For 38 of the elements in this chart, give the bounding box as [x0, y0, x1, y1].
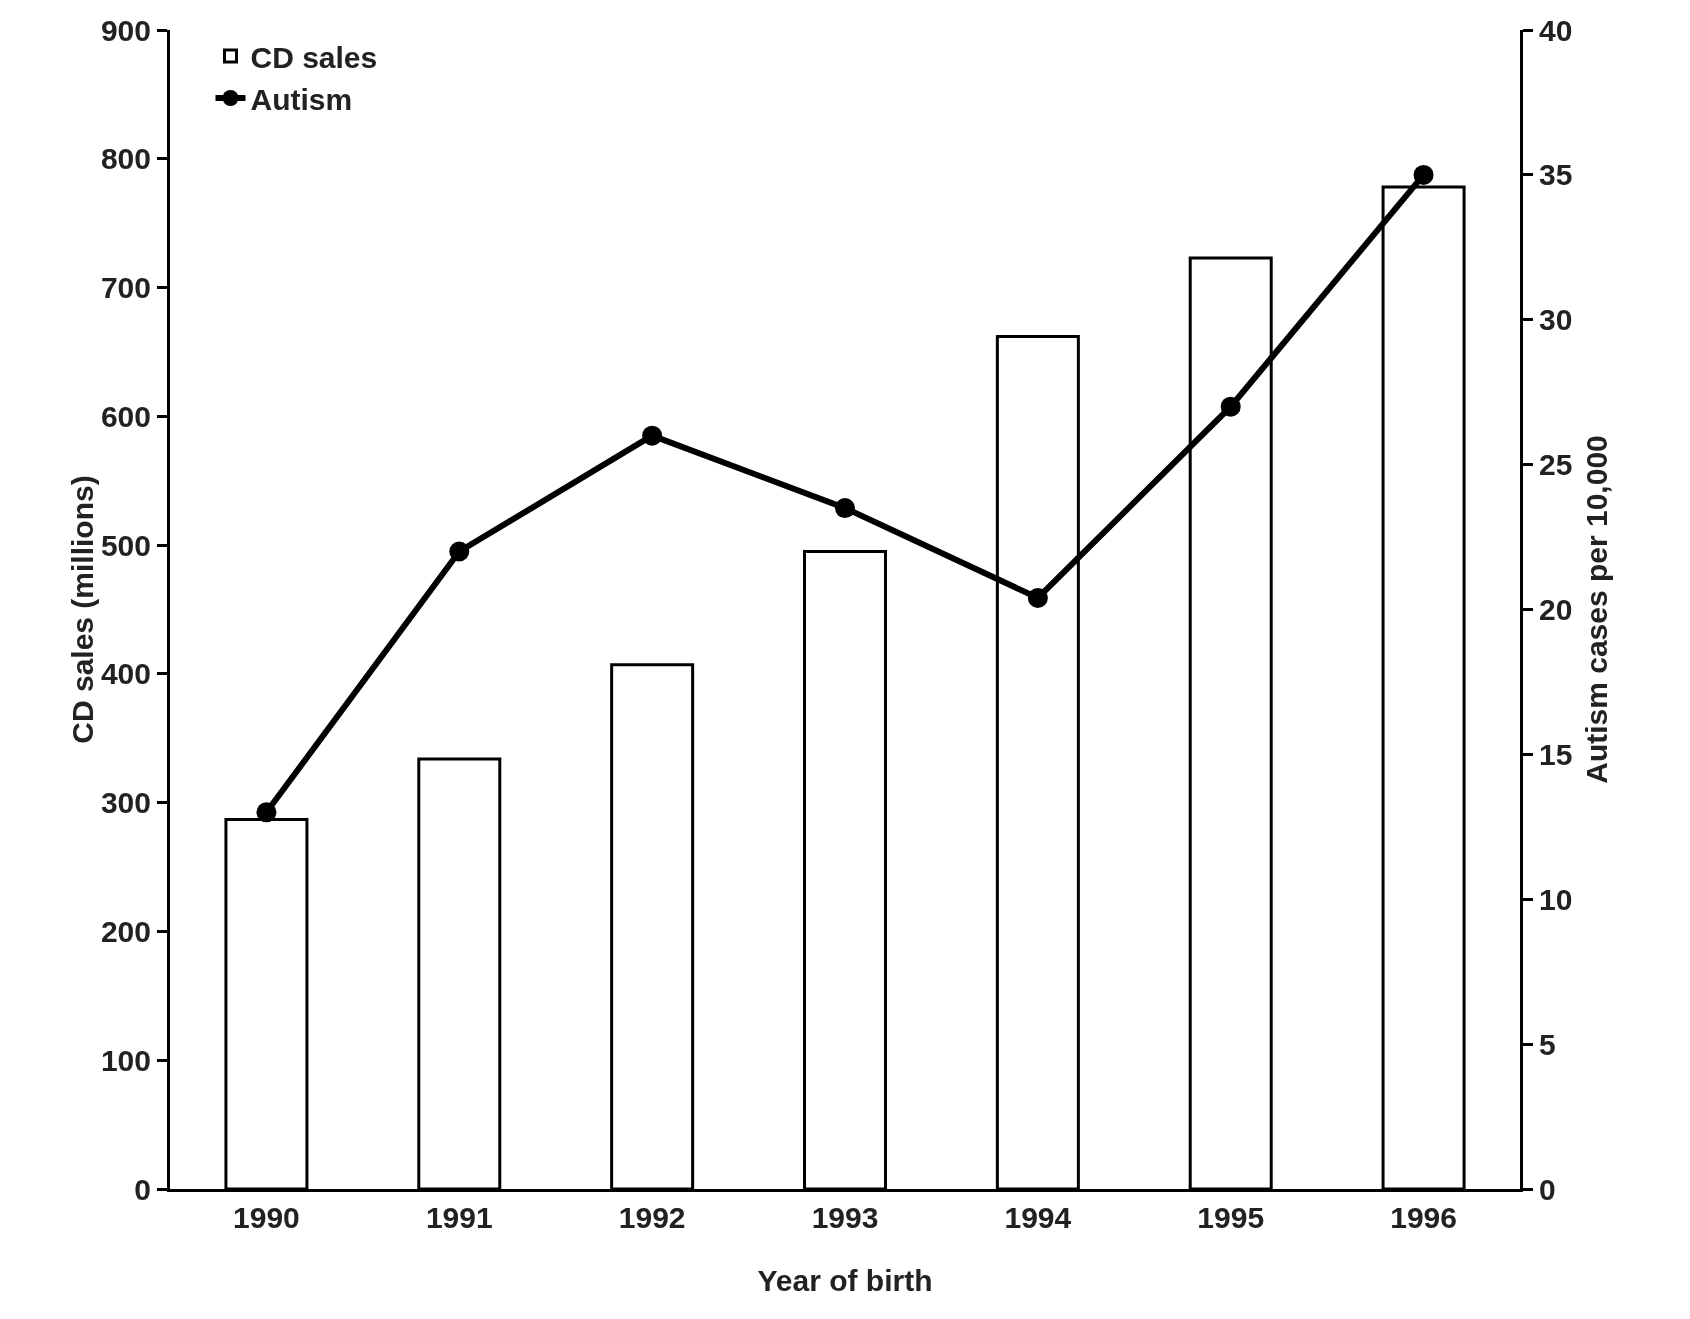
x-tick-label: 1993: [811, 1201, 879, 1234]
legend-label: Autism: [250, 82, 353, 116]
y-tick-label: 500: [100, 528, 151, 562]
y-tick-label: 900: [100, 13, 151, 47]
y-tick-label: 800: [100, 142, 151, 176]
y-axis-title: CD sales (millions): [65, 475, 99, 744]
x-tick-label: 1990: [233, 1201, 300, 1234]
x-tick-label: 1991: [425, 1201, 493, 1234]
y2-tick-label: 10: [1539, 882, 1573, 916]
x-tick-label: 1996: [1390, 1201, 1457, 1234]
y-tick-label: 600: [100, 399, 151, 433]
point: [1413, 164, 1434, 185]
point: [256, 802, 277, 823]
point: [1220, 396, 1241, 417]
x-axis-title: Year of birth: [757, 1264, 933, 1297]
y-tick-label: 100: [100, 1043, 151, 1077]
y-tick-label: 400: [100, 657, 151, 691]
point: [449, 541, 470, 562]
y2-tick-label: 40: [1539, 13, 1573, 47]
legend-label: CD sales: [250, 40, 378, 74]
x-tick-label: 1994: [1004, 1201, 1072, 1234]
y2-tick-label: 15: [1539, 737, 1573, 771]
y-tick-label: 300: [100, 786, 151, 820]
y2-tick-label: 35: [1539, 158, 1573, 192]
y2-axis-title: Autism cases per 10,000: [1580, 435, 1613, 784]
point: [835, 498, 855, 519]
y2-tick-label: 20: [1539, 593, 1573, 626]
y2-tick-label: 5: [1539, 1027, 1556, 1061]
y-tick-label: 200: [100, 914, 151, 948]
y2-tick-label: 0: [1539, 1172, 1556, 1206]
y2-tick-label: 30: [1539, 303, 1573, 337]
point: [642, 425, 663, 446]
y2-tick-label: 25: [1539, 448, 1573, 482]
x-tick-label: 1992: [618, 1201, 686, 1234]
y-tick-label: 700: [100, 271, 151, 305]
y-tick-label: 0: [134, 1172, 151, 1206]
point: [1027, 587, 1048, 608]
x-tick-label: 1995: [1197, 1201, 1265, 1234]
